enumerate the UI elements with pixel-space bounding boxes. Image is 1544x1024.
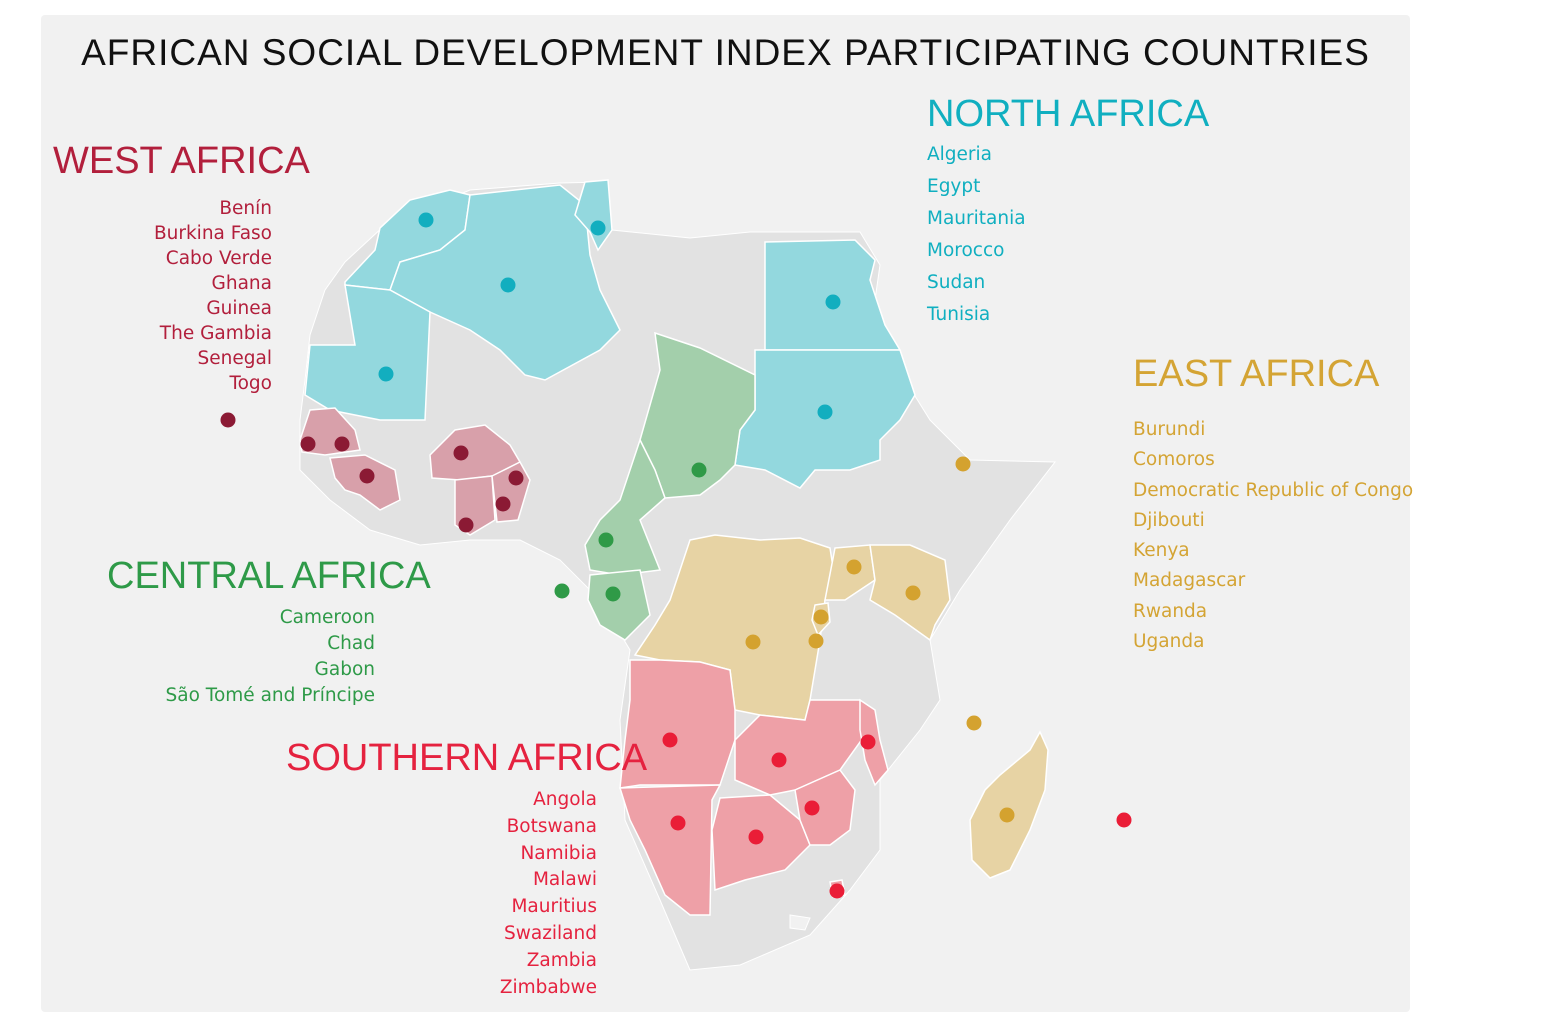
list-item: Togo: [229, 373, 272, 394]
country-dot[interactable]: [670, 815, 686, 831]
list-item: Angola: [533, 789, 597, 810]
west-africa-dots: [220, 412, 524, 533]
country-dot[interactable]: [825, 294, 841, 310]
country-dot[interactable]: [813, 609, 829, 625]
southern-africa-country-list: Angola Botswana Namibia Malawi Mauritius…: [500, 787, 597, 1001]
country-dot[interactable]: [748, 829, 764, 845]
country-dot[interactable]: [846, 559, 862, 575]
west-africa-heading: WEST AFRICA: [53, 140, 310, 182]
list-item: Benín: [219, 198, 272, 219]
list-item: Comoros: [1133, 449, 1215, 471]
north-africa-heading: NORTH AFRICA: [927, 93, 1210, 135]
country-dot[interactable]: [662, 732, 678, 748]
country-dot[interactable]: [804, 800, 820, 816]
country-dot[interactable]: [745, 634, 761, 650]
list-item: Madagascar: [1133, 570, 1246, 592]
west-africa-country-list: Benín Burkina Faso Cabo Verde Ghana Guin…: [154, 196, 272, 396]
country-dot[interactable]: [418, 212, 434, 228]
country-dot[interactable]: [554, 583, 570, 599]
country-dot[interactable]: [220, 412, 236, 428]
country-dot[interactable]: [453, 445, 469, 461]
list-item: Zambia: [526, 949, 597, 971]
country-dot[interactable]: [378, 366, 394, 382]
list-item: Kenya: [1133, 540, 1190, 562]
east-africa-dots: [745, 456, 1015, 823]
namibia-shape[interactable]: [618, 784, 722, 916]
country-dot[interactable]: [334, 436, 350, 452]
angola-shape[interactable]: [619, 659, 736, 789]
north-africa-country-list: Algeria Egypt Mauritania Morocco Sudan T…: [927, 139, 1026, 331]
zimbabwe-shape[interactable]: [794, 769, 856, 846]
gabon-shape[interactable]: [587, 569, 651, 641]
list-item: Algeria: [927, 144, 993, 165]
list-item: Burundi: [1133, 419, 1206, 440]
central-africa-heading: CENTRAL AFRICA: [107, 555, 431, 597]
country-dot[interactable]: [458, 517, 474, 533]
central-africa-country-list: Cameroon Chad Gabon São Tomé and Príncip…: [166, 605, 375, 709]
list-item: Morocco: [927, 240, 1005, 261]
list-item: Malawi: [532, 869, 597, 891]
country-dot[interactable]: [817, 404, 833, 420]
southern-africa-dots: [662, 732, 1132, 899]
list-item: Senegal: [197, 348, 272, 369]
country-dot[interactable]: [359, 468, 375, 484]
list-item: Mauritania: [927, 208, 1026, 229]
list-item: Swaziland: [503, 922, 597, 944]
central-africa-dots: [554, 462, 707, 602]
list-item: Rwanda: [1133, 600, 1208, 622]
list-item: Ghana: [211, 273, 272, 294]
list-item: Namibia: [520, 842, 597, 864]
list-item: Burkina Faso: [153, 223, 272, 244]
country-dot[interactable]: [590, 220, 606, 236]
list-item: São Tomé and Príncipe: [165, 685, 375, 706]
country-dot[interactable]: [1116, 812, 1132, 828]
country-dot[interactable]: [966, 715, 982, 731]
list-item: Zimbabwe: [499, 976, 597, 998]
list-item: Mauritius: [511, 896, 597, 918]
list-item: Uganda: [1133, 631, 1205, 653]
list-item: Tunisia: [927, 304, 991, 325]
central-africa-countries: [584, 331, 756, 641]
list-item: The Gambia: [159, 323, 272, 344]
southern-africa-countries: [618, 659, 889, 916]
country-dot[interactable]: [955, 456, 971, 472]
list-item: Gabon: [314, 659, 375, 680]
country-dot[interactable]: [860, 734, 876, 750]
country-dot[interactable]: [605, 586, 621, 602]
country-dot[interactable]: [508, 470, 524, 486]
list-item: Guinea: [206, 298, 272, 319]
madagascar-shape[interactable]: [969, 730, 1049, 879]
country-dot[interactable]: [300, 436, 316, 452]
map-title: AFRICAN SOCIAL DEVELOPMENT INDEX PARTICI…: [81, 32, 1370, 73]
list-item: Cameroon: [279, 607, 375, 628]
chad-shape[interactable]: [639, 331, 756, 499]
list-item: Democratic Republic of Congo: [1133, 479, 1414, 501]
country-dot[interactable]: [500, 277, 516, 293]
country-dot[interactable]: [808, 633, 824, 649]
southern-africa-heading: SOUTHERN AFRICA: [286, 737, 648, 779]
mauritania-shape[interactable]: [304, 284, 431, 421]
list-item: Egypt: [927, 176, 981, 197]
country-dot[interactable]: [829, 883, 845, 899]
country-dot[interactable]: [598, 532, 614, 548]
list-item: Sudan: [927, 272, 986, 293]
list-item: Botswana: [506, 815, 597, 837]
country-dot[interactable]: [999, 807, 1015, 823]
country-dot[interactable]: [771, 752, 787, 768]
country-dot[interactable]: [691, 462, 707, 478]
country-dot[interactable]: [495, 496, 511, 512]
east-africa-country-list: Burundi Comoros Democratic Republic of C…: [1133, 415, 1413, 657]
east-africa-heading: EAST AFRICA: [1133, 353, 1380, 395]
north-africa-dots: [378, 212, 841, 420]
list-item: Chad: [327, 633, 375, 654]
list-item: Djibouti: [1133, 509, 1205, 531]
list-item: Cabo Verde: [165, 248, 272, 269]
country-dot[interactable]: [905, 585, 921, 601]
